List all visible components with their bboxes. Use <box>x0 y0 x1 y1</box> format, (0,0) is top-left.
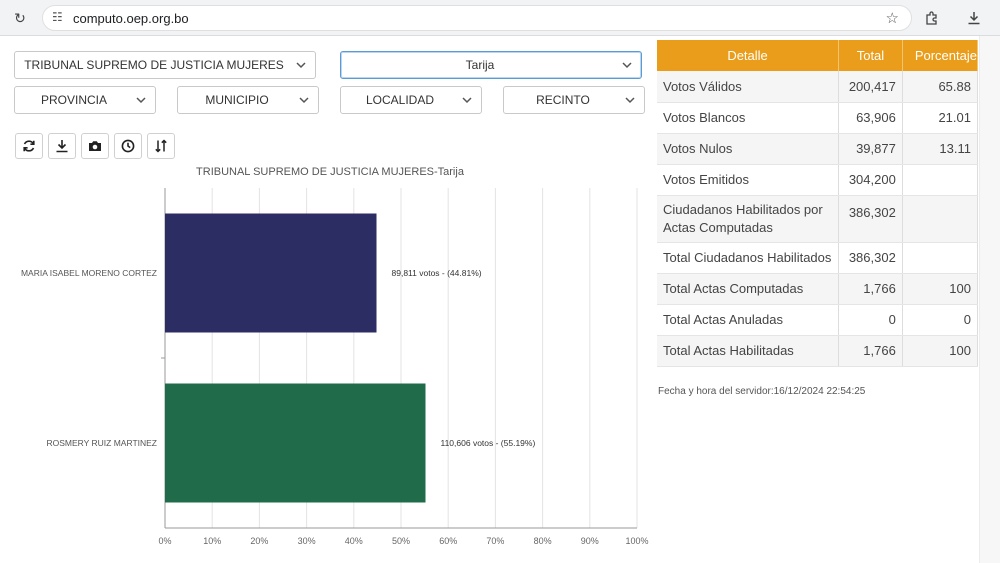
recinto-select-value: RECINTO <box>536 93 590 107</box>
x-tick-label: 80% <box>534 536 552 546</box>
row-percent: 13.11 <box>902 133 979 165</box>
row-total: 63,906 <box>838 102 903 134</box>
bar <box>165 383 426 503</box>
row-percent <box>902 242 979 274</box>
camera-icon <box>89 141 101 151</box>
x-tick-label: 60% <box>439 536 457 546</box>
x-tick-label: 30% <box>298 536 316 546</box>
sort-button[interactable] <box>147 133 175 159</box>
department-select-value: Tarija <box>465 58 495 72</box>
x-tick-label: 20% <box>250 536 268 546</box>
data-label: 89,811 votos - (44.81%) <box>392 268 482 278</box>
category-label: MARIA ISABEL MORENO CORTEZ <box>21 268 157 278</box>
table-row: Votos Blancos 63,906 21.01 <box>657 102 979 134</box>
table-row: Votos Válidos 200,417 65.88 <box>657 71 979 103</box>
chevron-down-icon <box>622 62 632 69</box>
table-row: Votos Emitidos 304,200 <box>657 164 979 196</box>
row-label: Votos Blancos <box>657 102 840 134</box>
site-settings-icon[interactable]: ☷ <box>52 10 63 24</box>
download-icon <box>56 140 68 153</box>
browser-toolbar: ↻ ☷ computo.oep.org.bo ☆ <box>0 0 1000 36</box>
row-percent <box>902 195 979 243</box>
table-row: Ciudadanos Habilitados por Actas Computa… <box>657 195 979 243</box>
url-text: computo.oep.org.bo <box>73 11 189 26</box>
chevron-down-icon <box>296 62 306 69</box>
row-total: 200,417 <box>838 71 903 103</box>
clock-icon <box>121 139 135 153</box>
x-tick-label: 50% <box>392 536 410 546</box>
row-percent: 0 <box>902 304 979 336</box>
row-percent: 65.88 <box>902 71 979 103</box>
recinto-select[interactable]: RECINTO <box>503 86 645 114</box>
x-tick-label: 0% <box>158 536 171 546</box>
chart-title: TRIBUNAL SUPREMO DE JUSTICIA MUJERES-Tar… <box>196 166 464 178</box>
row-total: 39,877 <box>838 133 903 165</box>
refresh-button[interactable] <box>15 133 43 159</box>
row-label: Total Actas Habilitadas <box>657 335 840 367</box>
reload-icon[interactable]: ↻ <box>14 9 26 26</box>
extensions-icon[interactable] <box>922 8 942 28</box>
provincia-select[interactable]: PROVINCIA <box>14 86 156 114</box>
x-tick-label: 90% <box>581 536 599 546</box>
row-total: 1,766 <box>838 335 903 367</box>
screenshot-button[interactable] <box>81 133 109 159</box>
x-tick-label: 40% <box>345 536 363 546</box>
history-button[interactable] <box>114 133 142 159</box>
row-percent: 21.01 <box>902 102 979 134</box>
category-label: ROSMERY RUIZ MARTINEZ <box>46 438 157 448</box>
sort-icon <box>155 139 167 153</box>
x-tick-label: 100% <box>625 536 648 546</box>
localidad-select-value: LOCALIDAD <box>365 93 435 107</box>
provincia-select-value: PROVINCIA <box>40 93 107 107</box>
table-row: Total Actas Computadas 1,766 100 <box>657 273 979 305</box>
municipio-select[interactable]: MUNICIPIO <box>177 86 319 114</box>
row-percent: 100 <box>902 335 979 367</box>
page-scrollbar[interactable] <box>979 36 1000 563</box>
address-bar[interactable]: ☷ computo.oep.org.bo ☆ <box>42 5 912 31</box>
downloads-icon[interactable] <box>964 8 984 28</box>
server-timestamp: Fecha y hora del servidor:16/12/2024 22:… <box>658 386 866 397</box>
bar <box>165 213 377 333</box>
election-select[interactable]: TRIBUNAL SUPREMO DE JUSTICIA MUJERES <box>14 51 316 79</box>
row-total: 1,766 <box>838 273 903 305</box>
row-label: Total Actas Computadas <box>657 273 840 305</box>
row-total: 386,302 <box>838 242 903 274</box>
election-select-value: TRIBUNAL SUPREMO DE JUSTICIA MUJERES <box>24 58 284 72</box>
x-tick-label: 10% <box>203 536 221 546</box>
table-row: Total Ciudadanos Habilitados 386,302 <box>657 242 979 274</box>
refresh-icon <box>23 140 35 152</box>
row-percent <box>902 164 979 196</box>
table-row: Votos Nulos 39,877 13.11 <box>657 133 979 165</box>
chevron-down-icon <box>625 97 635 104</box>
table-row: Total Actas Anuladas 0 0 <box>657 304 979 336</box>
row-label: Total Ciudadanos Habilitados <box>657 242 840 274</box>
municipio-select-value: MUNICIPIO <box>205 93 269 107</box>
row-label: Votos Emitidos <box>657 164 840 196</box>
chevron-down-icon <box>299 97 309 104</box>
chevron-down-icon <box>136 97 146 104</box>
row-label: Votos Nulos <box>657 133 840 165</box>
bookmark-star-icon[interactable]: ☆ <box>885 10 899 27</box>
row-label: Ciudadanos Habilitados por Actas Computa… <box>657 195 840 243</box>
data-label: 110,606 votos - (55.19%) <box>440 438 535 448</box>
bar-chart: 0% 10% 20% 30% 40% 50% 60% 70% 80% 90% 100% MARIA I… <box>21 188 649 546</box>
row-percent: 100 <box>902 273 979 305</box>
x-tick-label: 70% <box>486 536 504 546</box>
download-button[interactable] <box>48 133 76 159</box>
row-total: 386,302 <box>838 195 903 243</box>
row-total: 0 <box>838 304 903 336</box>
row-total: 304,200 <box>838 164 903 196</box>
col-header-porcentaje: Porcentaje <box>902 40 979 71</box>
row-label: Total Actas Anuladas <box>657 304 840 336</box>
col-header-total: Total <box>838 40 903 71</box>
results-table: Detalle Total Porcentaje Votos Válidos 2… <box>657 40 979 367</box>
row-label: Votos Válidos <box>657 71 840 103</box>
department-select[interactable]: Tarija <box>340 51 642 79</box>
localidad-select[interactable]: LOCALIDAD <box>340 86 482 114</box>
chevron-down-icon <box>462 97 472 104</box>
col-header-detalle: Detalle <box>657 40 840 71</box>
table-row: Total Actas Habilitadas 1,766 100 <box>657 335 979 367</box>
